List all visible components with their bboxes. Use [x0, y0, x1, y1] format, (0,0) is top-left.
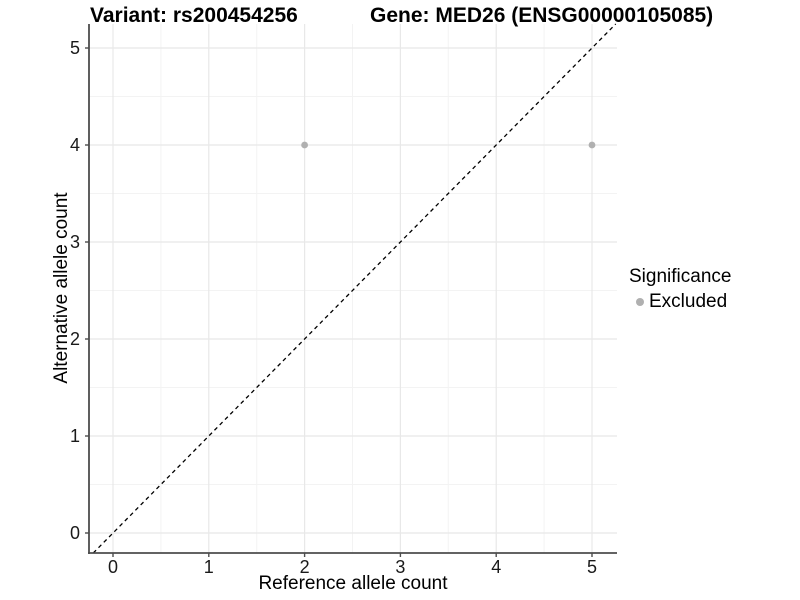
x-tick-label: 4: [491, 557, 501, 577]
y-axis-title: Alternative allele count: [51, 192, 72, 384]
legend-entry: Excluded: [629, 290, 731, 314]
y-tick-label: 1: [70, 426, 80, 446]
y-tick-label: 0: [70, 523, 80, 543]
x-axis-title: Reference allele count: [258, 573, 448, 594]
legend-point-swatch-icon: [636, 297, 644, 306]
y-tick-label: 3: [70, 232, 80, 252]
plot-title-variant: Variant: rs200454256: [90, 4, 298, 27]
y-tick-label: 2: [70, 329, 80, 349]
legend-title: Significance: [629, 266, 732, 287]
data-point: [588, 141, 596, 149]
plot-title-gene: Gene: MED26 (ENSG00000105085): [370, 4, 714, 27]
y-tick-label: 5: [70, 38, 80, 58]
x-tick-label: 3: [395, 557, 405, 577]
legend: Significance Excluded: [629, 265, 731, 314]
x-tick-label: 5: [587, 557, 597, 577]
data-point: [301, 141, 308, 149]
identity-line: [92, 23, 617, 554]
legend-entry-label: Excluded: [649, 290, 728, 312]
x-tick-label: 1: [204, 557, 214, 577]
y-tick-label: 4: [70, 135, 80, 155]
legend-items: Excluded: [629, 290, 731, 314]
x-tick-label: 2: [300, 557, 310, 577]
x-tick-label: 0: [108, 557, 118, 577]
